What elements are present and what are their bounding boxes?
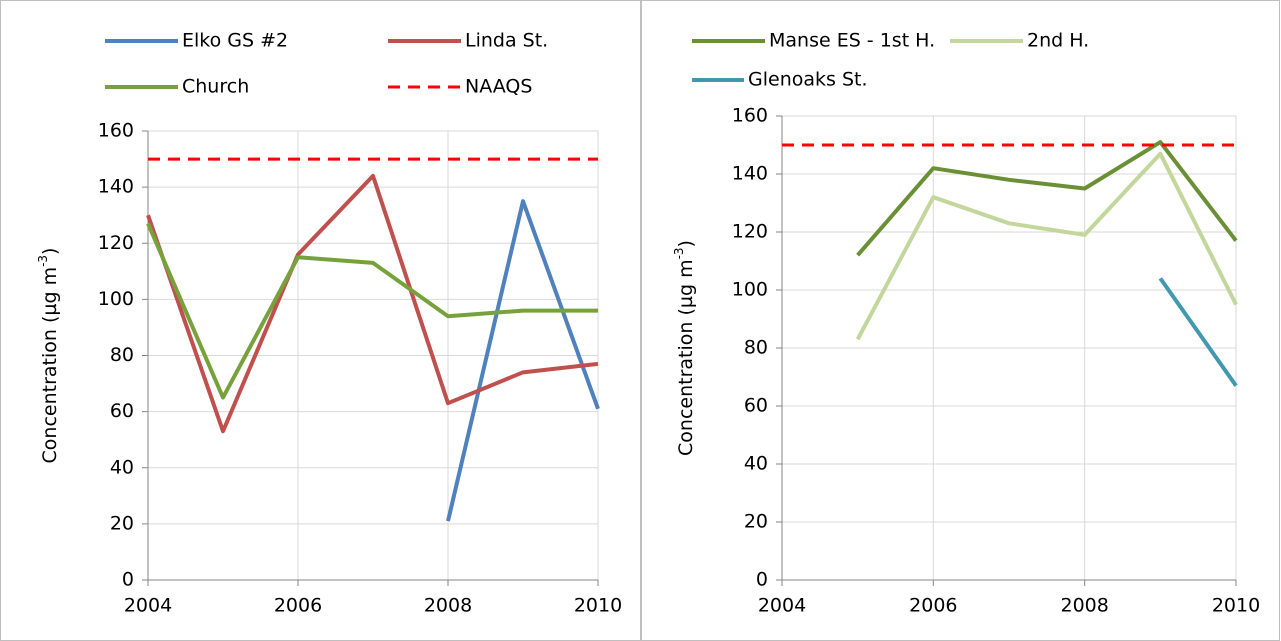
x-tick-label: 2006 [274,595,322,617]
y-tick-label: 60 [744,395,768,417]
x-tick-label: 2008 [1060,595,1108,617]
y-axis-label-part: ) [39,248,61,255]
y-tick-label: 120 [732,221,768,243]
y-tick-label: 20 [110,512,134,534]
y-tick-label: 160 [732,105,768,127]
y-tick-label: 100 [732,279,768,301]
y-tick-label: 80 [110,344,134,366]
panel-border [641,0,1280,641]
y-axis-label-part: Concentration (µg m [675,259,697,456]
series-line [1158,277,1238,387]
series-line [146,173,599,434]
y-axis-label-part: Concentration (µg m [39,267,61,464]
x-tick-label: 2004 [124,595,172,617]
x-tick-label: 2010 [574,595,622,617]
y-tick-label: 20 [744,511,768,533]
y-tick-label: 140 [98,176,134,198]
panel-border [0,0,641,641]
legend-label: 2nd H. [1027,30,1089,52]
y-tick-label: 160 [98,120,134,142]
legend-label: Church [182,76,249,98]
y-axis-label-part: -3 [36,255,50,267]
x-tick-label: 2008 [424,595,472,617]
y-axis-label: Concentration (µg m-3) [672,240,697,456]
y-tick-label: 140 [732,163,768,185]
legend-label: NAAQS [465,76,532,98]
x-tick-label: 2004 [758,595,806,617]
legend-label: Manse ES - 1st H. [769,30,935,52]
legend-label: Elko GS #2 [182,30,288,52]
series-line [146,222,598,400]
y-tick-label: 0 [122,569,134,591]
legend-label: Glenoaks St. [748,69,868,91]
legend-label: Linda St. [465,30,548,52]
y-tick-label: 60 [110,400,134,422]
y-axis-label-part: -3 [672,247,686,259]
x-tick-label: 2006 [909,595,957,617]
y-tick-label: 100 [98,288,134,310]
x-tick-label: 2010 [1212,595,1260,617]
series-line [446,199,600,522]
y-axis-label-part: ) [675,240,697,247]
y-tick-label: 40 [744,453,768,475]
y-tick-label: 40 [110,456,134,478]
y-tick-label: 80 [744,337,768,359]
y-tick-label: 120 [98,232,134,254]
y-axis-label: Concentration (µg m-3) [36,248,61,464]
series-line [855,151,1238,341]
series-line [856,140,1238,257]
y-tick-label: 0 [756,569,768,591]
